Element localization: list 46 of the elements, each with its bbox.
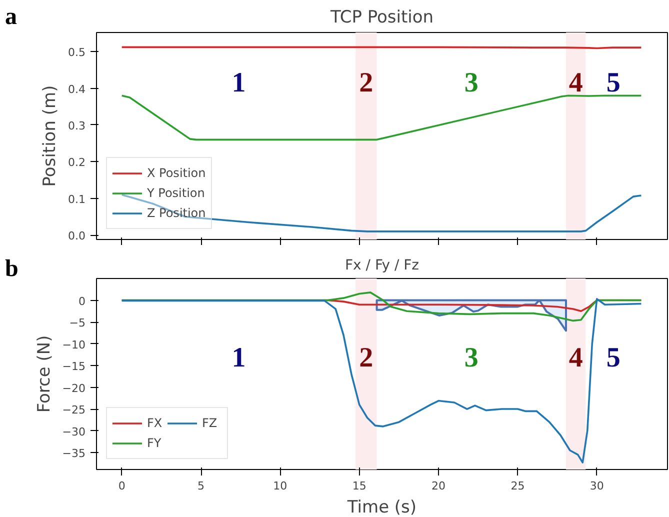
y-tick-label: 0.0 <box>68 230 86 243</box>
annotation: 2 <box>359 342 374 374</box>
annotation: 5 <box>606 342 620 374</box>
annotation: 3 <box>464 68 478 99</box>
line-series <box>120 94 642 141</box>
text: a <box>5 3 17 32</box>
chart-title: Fx / Fy / Fz <box>344 258 420 274</box>
annotation: 4 <box>568 342 583 374</box>
y-tick-label: −35 <box>62 447 86 460</box>
x-tick-label: 5 <box>198 480 205 492</box>
y-tick-label: 0 <box>78 294 86 308</box>
y-tick-label: −25 <box>62 404 86 417</box>
y-axis-title: Force (N) <box>34 335 54 413</box>
x-tick-label: 15 <box>352 480 366 492</box>
x-tick-label: 30 <box>590 480 604 492</box>
legend-label: FZ <box>202 416 218 430</box>
x-tick-label: 10 <box>273 480 288 492</box>
y-tick-label: 0.2 <box>68 156 86 170</box>
x-tick-label: 20 <box>432 480 446 492</box>
legend-label: Y Position <box>147 186 205 200</box>
x-axis-title: Time (s) <box>346 498 417 517</box>
y-tick-label: 0.5 <box>68 46 86 60</box>
legend-label: FY <box>147 436 162 450</box>
y-tick-label: −20 <box>62 382 86 395</box>
annotation: 4 <box>568 68 583 99</box>
y-tick-label: 0.4 <box>68 82 86 96</box>
chart-title: TCP Position <box>329 8 434 28</box>
y-tick-label: −30 <box>62 425 86 438</box>
x-tick-label: 0 <box>118 480 126 492</box>
y-tick-label: 0.3 <box>68 119 86 132</box>
annotation: 2 <box>359 68 374 99</box>
line-series <box>120 292 642 322</box>
legend-label: X Position <box>147 166 206 180</box>
y-axis-title: Position (m) <box>40 85 60 187</box>
annotation: 5 <box>606 68 620 99</box>
y-tick-label: 0.1 <box>68 192 86 206</box>
y-tick-label: −10 <box>62 338 86 352</box>
annotation: 1 <box>232 342 246 374</box>
x-tick-label: 25 <box>510 480 525 492</box>
annotation: 3 <box>464 342 478 374</box>
text: b <box>5 255 18 284</box>
legend-label: FX <box>147 416 164 430</box>
y-tick-label: −5 <box>69 316 86 330</box>
line-series <box>120 298 642 464</box>
annotation: 1 <box>232 68 246 99</box>
y-tick-label: −15 <box>62 360 86 374</box>
